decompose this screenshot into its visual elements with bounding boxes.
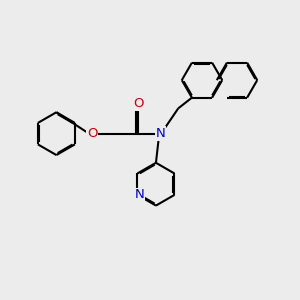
Text: O: O	[133, 98, 143, 110]
Text: N: N	[135, 188, 145, 201]
Text: N: N	[155, 127, 165, 140]
Text: O: O	[87, 127, 97, 140]
